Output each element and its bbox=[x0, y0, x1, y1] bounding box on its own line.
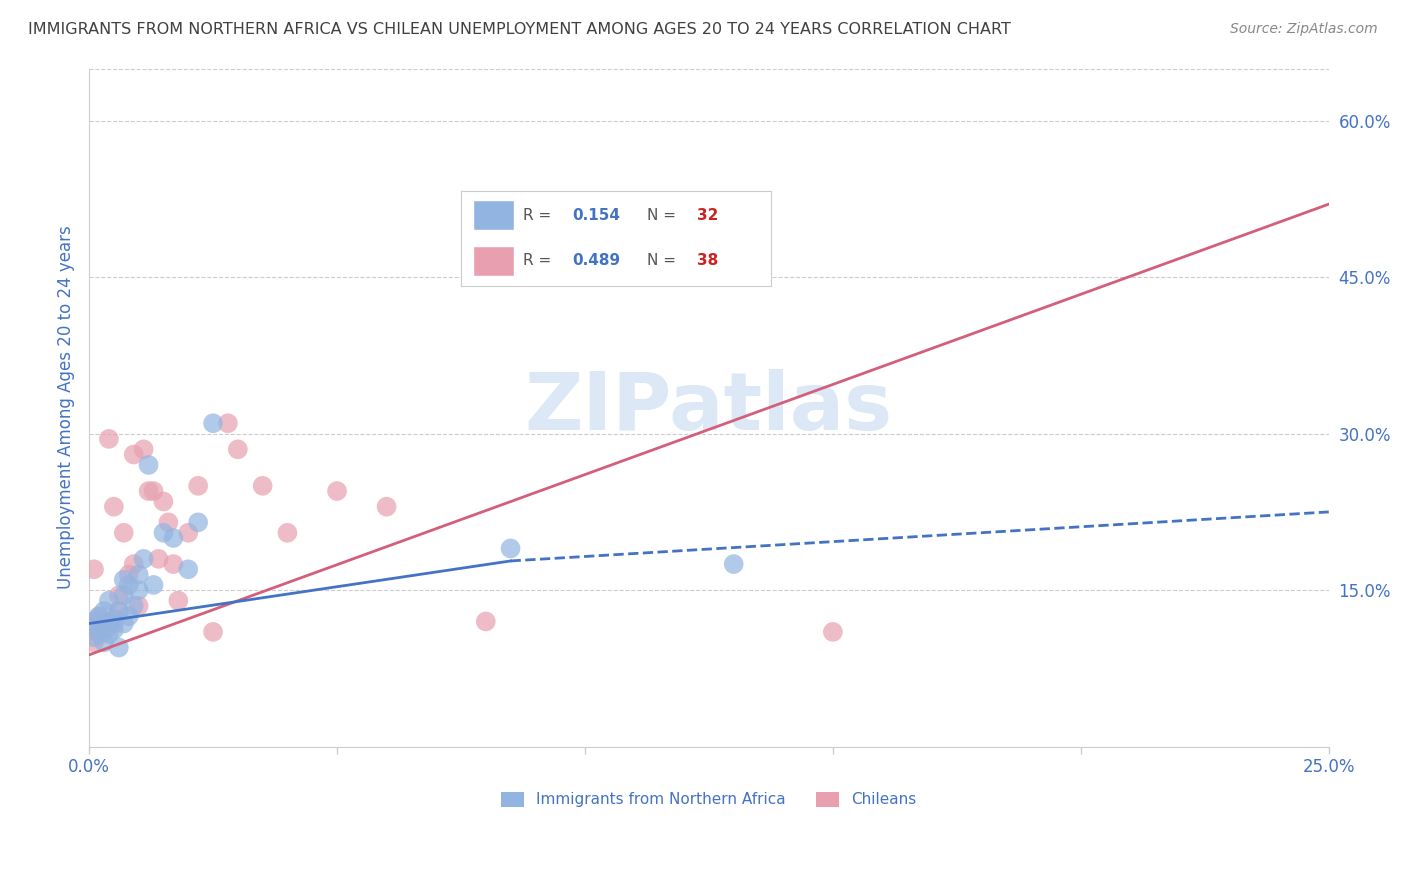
Point bbox=[108, 604, 131, 618]
Point bbox=[97, 593, 120, 607]
Point bbox=[97, 620, 120, 634]
Point bbox=[93, 624, 115, 639]
Point bbox=[157, 516, 180, 530]
Point bbox=[118, 567, 141, 582]
Point bbox=[112, 525, 135, 540]
Point bbox=[93, 620, 115, 634]
Point bbox=[202, 624, 225, 639]
Point bbox=[97, 432, 120, 446]
Point bbox=[112, 573, 135, 587]
Point bbox=[475, 615, 498, 629]
Point bbox=[83, 635, 105, 649]
Point bbox=[83, 615, 105, 629]
Text: Source: ZipAtlas.com: Source: ZipAtlas.com bbox=[1230, 22, 1378, 37]
Point bbox=[162, 557, 184, 571]
Point bbox=[142, 483, 165, 498]
Point bbox=[112, 588, 135, 602]
Point bbox=[723, 557, 745, 571]
Point bbox=[103, 623, 125, 637]
Point bbox=[122, 599, 145, 613]
Point bbox=[103, 612, 125, 626]
Point bbox=[326, 483, 349, 498]
Point bbox=[83, 630, 105, 644]
Point bbox=[108, 588, 131, 602]
Point bbox=[112, 616, 135, 631]
Point bbox=[252, 479, 274, 493]
Point bbox=[152, 494, 174, 508]
Point bbox=[167, 593, 190, 607]
Point bbox=[83, 562, 105, 576]
Point bbox=[122, 448, 145, 462]
Point bbox=[122, 557, 145, 571]
Point bbox=[187, 516, 209, 530]
Point bbox=[142, 578, 165, 592]
Point bbox=[202, 416, 225, 430]
Point bbox=[83, 620, 105, 634]
Point bbox=[103, 616, 125, 631]
Text: ZIPatlas: ZIPatlas bbox=[524, 368, 893, 447]
Point bbox=[97, 627, 120, 641]
Point bbox=[276, 525, 298, 540]
Point bbox=[148, 552, 170, 566]
Legend: Immigrants from Northern Africa, Chileans: Immigrants from Northern Africa, Chilean… bbox=[495, 785, 922, 814]
Point bbox=[177, 525, 200, 540]
Point bbox=[87, 627, 110, 641]
Point bbox=[128, 567, 150, 582]
Point bbox=[118, 578, 141, 592]
Point bbox=[128, 583, 150, 598]
Point bbox=[97, 616, 120, 631]
Point bbox=[138, 458, 160, 472]
Point bbox=[87, 609, 110, 624]
Point bbox=[375, 500, 398, 514]
Point bbox=[226, 442, 249, 457]
Point bbox=[118, 609, 141, 624]
Point bbox=[87, 624, 110, 639]
Point bbox=[187, 479, 209, 493]
Y-axis label: Unemployment Among Ages 20 to 24 years: Unemployment Among Ages 20 to 24 years bbox=[58, 226, 75, 590]
Text: IMMIGRANTS FROM NORTHERN AFRICA VS CHILEAN UNEMPLOYMENT AMONG AGES 20 TO 24 YEAR: IMMIGRANTS FROM NORTHERN AFRICA VS CHILE… bbox=[28, 22, 1011, 37]
Point bbox=[93, 635, 115, 649]
Point bbox=[499, 541, 522, 556]
Point bbox=[93, 604, 115, 618]
Point bbox=[108, 604, 131, 618]
Point bbox=[87, 609, 110, 624]
Point bbox=[93, 615, 115, 629]
Point bbox=[499, 260, 522, 274]
Point bbox=[108, 640, 131, 655]
Point bbox=[821, 624, 844, 639]
Point bbox=[217, 416, 239, 430]
Point bbox=[177, 562, 200, 576]
Point bbox=[128, 599, 150, 613]
Point bbox=[103, 500, 125, 514]
Point bbox=[138, 483, 160, 498]
Point bbox=[152, 525, 174, 540]
Point bbox=[132, 442, 155, 457]
Point bbox=[132, 552, 155, 566]
Point bbox=[162, 531, 184, 545]
